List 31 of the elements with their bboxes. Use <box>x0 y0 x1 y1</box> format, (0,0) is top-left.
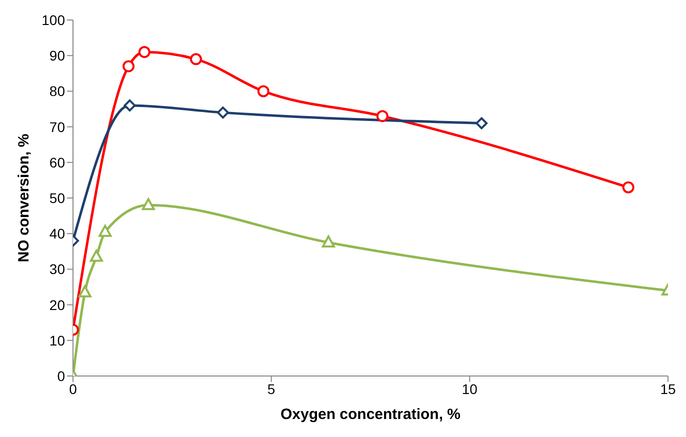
y-tick-label: 80 <box>49 83 66 100</box>
y-tick-label: 20 <box>49 296 66 313</box>
x-axis-title: Oxygen concentration, % <box>280 406 461 423</box>
point <box>216 106 229 119</box>
y-tick-label: 100 <box>42 12 66 28</box>
point <box>476 117 488 130</box>
point <box>257 85 270 98</box>
y-tick-label: 70 <box>49 118 66 135</box>
point <box>142 198 155 210</box>
point <box>122 60 135 72</box>
point <box>138 46 150 58</box>
point <box>376 110 388 122</box>
y-tick-label: 0 <box>57 368 66 384</box>
x-tick-label: 10 <box>462 380 478 397</box>
point <box>322 236 335 248</box>
y-tick-label: 50 <box>49 190 66 206</box>
x-tick-label: 0 <box>69 380 78 397</box>
point <box>78 285 92 298</box>
point <box>90 250 103 262</box>
point <box>98 224 112 237</box>
y-tick-label: 40 <box>49 226 66 242</box>
point <box>622 181 634 194</box>
y-tick-label: 10 <box>49 332 66 348</box>
point <box>124 99 136 112</box>
y-tick-label: 60 <box>49 154 66 170</box>
point <box>190 53 202 66</box>
x-tick-label: 5 <box>267 380 276 397</box>
y-tick-label: 90 <box>49 48 66 64</box>
x-tick-label: 15 <box>660 380 676 397</box>
y-axis-title: NO conversion, % <box>15 134 32 262</box>
y-tick-label: 30 <box>49 261 66 278</box>
